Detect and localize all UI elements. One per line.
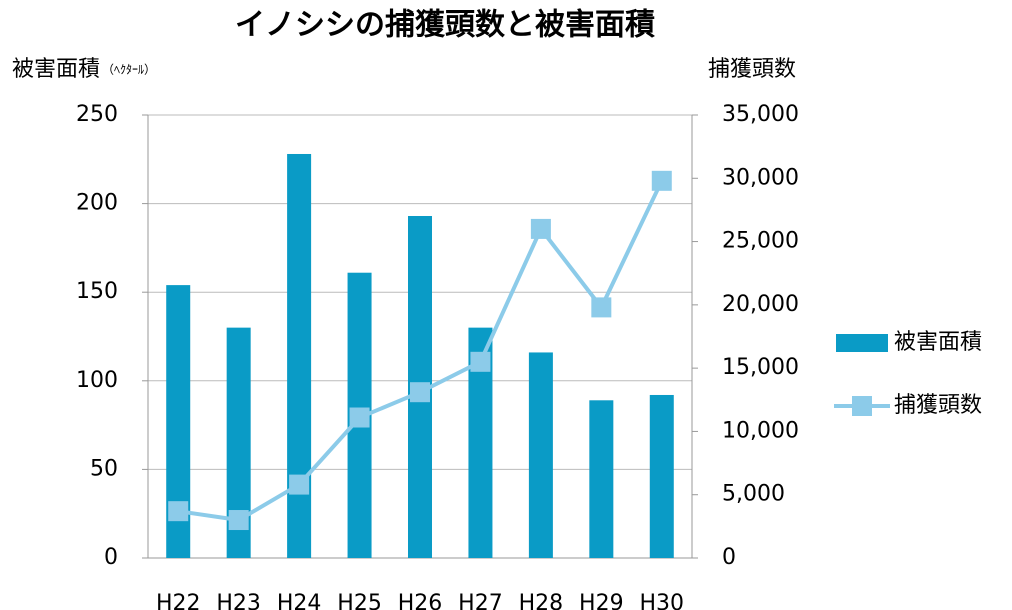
y-tick-label: 50 [90,456,118,481]
bar [528,352,553,558]
marker [349,407,370,428]
y2-tick-label: 20,000 [722,292,799,317]
bar [649,394,674,558]
legend-swatch [852,396,872,416]
x-tick-label: H30 [640,591,685,610]
y-tick-label: 150 [76,279,118,304]
y2-tick-label: 10,000 [722,418,799,443]
y2-tick-label: 5,000 [722,482,785,507]
legend-swatch [836,334,888,352]
y2-tick-label: 15,000 [722,355,799,380]
legend-label: 捕獲頭数 [894,393,982,418]
y-axis-label: 被害面積 [12,57,100,82]
x-tick-label: H23 [216,591,261,610]
x-tick-label: H25 [337,591,382,610]
y-tick-label: 250 [76,102,118,127]
marker [410,382,430,403]
marker [591,297,612,318]
x-tick-label: H29 [579,591,624,610]
x-tick-label: H22 [156,591,201,610]
y2-tick-label: 35,000 [722,102,799,127]
y2-tick-label: 0 [722,545,736,570]
x-tick-label: H26 [398,591,443,610]
y-tick-label: 100 [76,368,118,393]
y-tick-label: 0 [104,545,118,570]
x-tick-label: H28 [519,591,564,610]
marker [651,170,672,191]
bar [589,400,614,558]
y2-tick-label: 30,000 [722,165,799,190]
y-axis-unit: （ﾍｸﾀｰﾙ） [102,63,156,77]
y2-tick-label: 25,000 [722,229,799,254]
bar [287,153,312,558]
x-tick-label: H24 [277,591,322,610]
chart-title: イノシシの捕獲頭数と被害面積 [235,8,655,43]
x-tick-label: H27 [458,591,503,610]
marker [289,474,310,495]
marker [530,218,551,239]
marker [228,510,249,531]
y2-axis-label: 捕獲頭数 [708,57,796,82]
marker [470,351,491,372]
y-tick-label: 200 [76,191,118,216]
legend-label: 被害面積 [894,330,982,355]
marker [168,501,189,522]
